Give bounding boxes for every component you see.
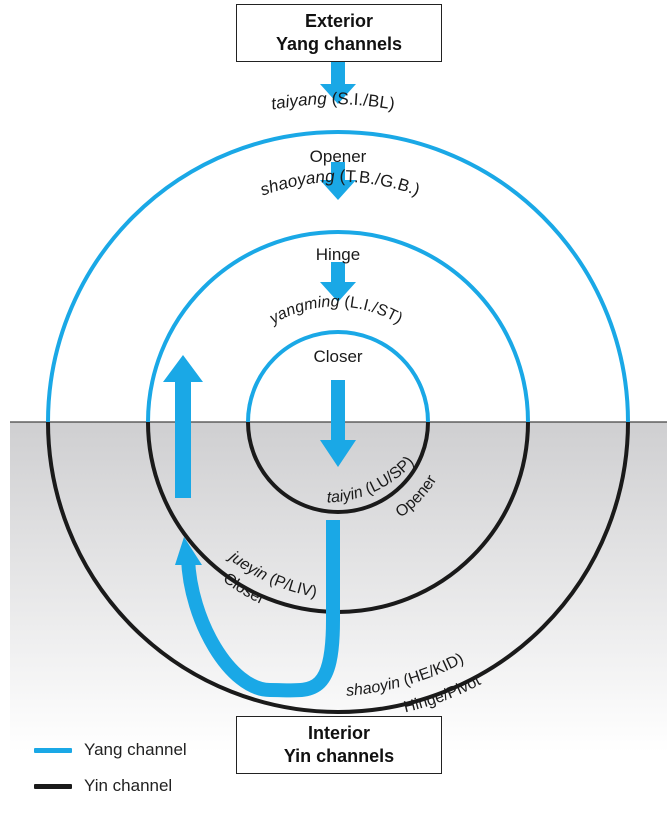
label-yangming-role: Closer xyxy=(313,347,362,366)
taiyang-circle xyxy=(46,130,630,422)
label-taiyang-role: Opener xyxy=(310,147,367,166)
yin-swatch xyxy=(34,783,72,789)
interior-box-line1: Interior xyxy=(307,723,370,743)
taiyin-circle xyxy=(246,422,430,514)
yang-swatch xyxy=(34,747,72,753)
yang-arcs xyxy=(46,130,630,422)
arrow-yangming-down xyxy=(320,380,356,467)
exterior-box-line1: Exterior xyxy=(304,11,374,31)
arrow-exterior-down xyxy=(320,62,356,104)
label-shaoyang-role: Hinge xyxy=(316,245,360,264)
legend-yang: Yang channel xyxy=(34,740,187,760)
interior-box: Interior Yin channels xyxy=(236,716,442,774)
down-arrows xyxy=(320,62,356,467)
arrow-up xyxy=(163,355,203,498)
exterior-box-line2: Yang channels xyxy=(275,34,403,54)
arrow-taiyang-down xyxy=(320,162,356,200)
label-taiyang: taiyang (S.I./BL) xyxy=(270,89,397,113)
return-loop-arrowhead xyxy=(175,537,202,565)
legend-yin-label: Yin channel xyxy=(84,776,173,795)
exterior-box: Exterior Yang channels xyxy=(236,4,442,62)
interior-box-line2: Yin channels xyxy=(283,746,395,766)
shaoyin-circle xyxy=(46,422,630,714)
shaoyang-circle xyxy=(146,230,530,422)
return-loop-arrow xyxy=(181,520,340,698)
yangming-circle xyxy=(246,330,430,422)
arrow-shaoyang-down xyxy=(320,262,356,302)
label-yangming: yangming (L.I./ST) xyxy=(266,293,405,328)
legend-yang-label: Yang channel xyxy=(84,740,187,759)
legend-yin: Yin channel xyxy=(34,776,172,796)
